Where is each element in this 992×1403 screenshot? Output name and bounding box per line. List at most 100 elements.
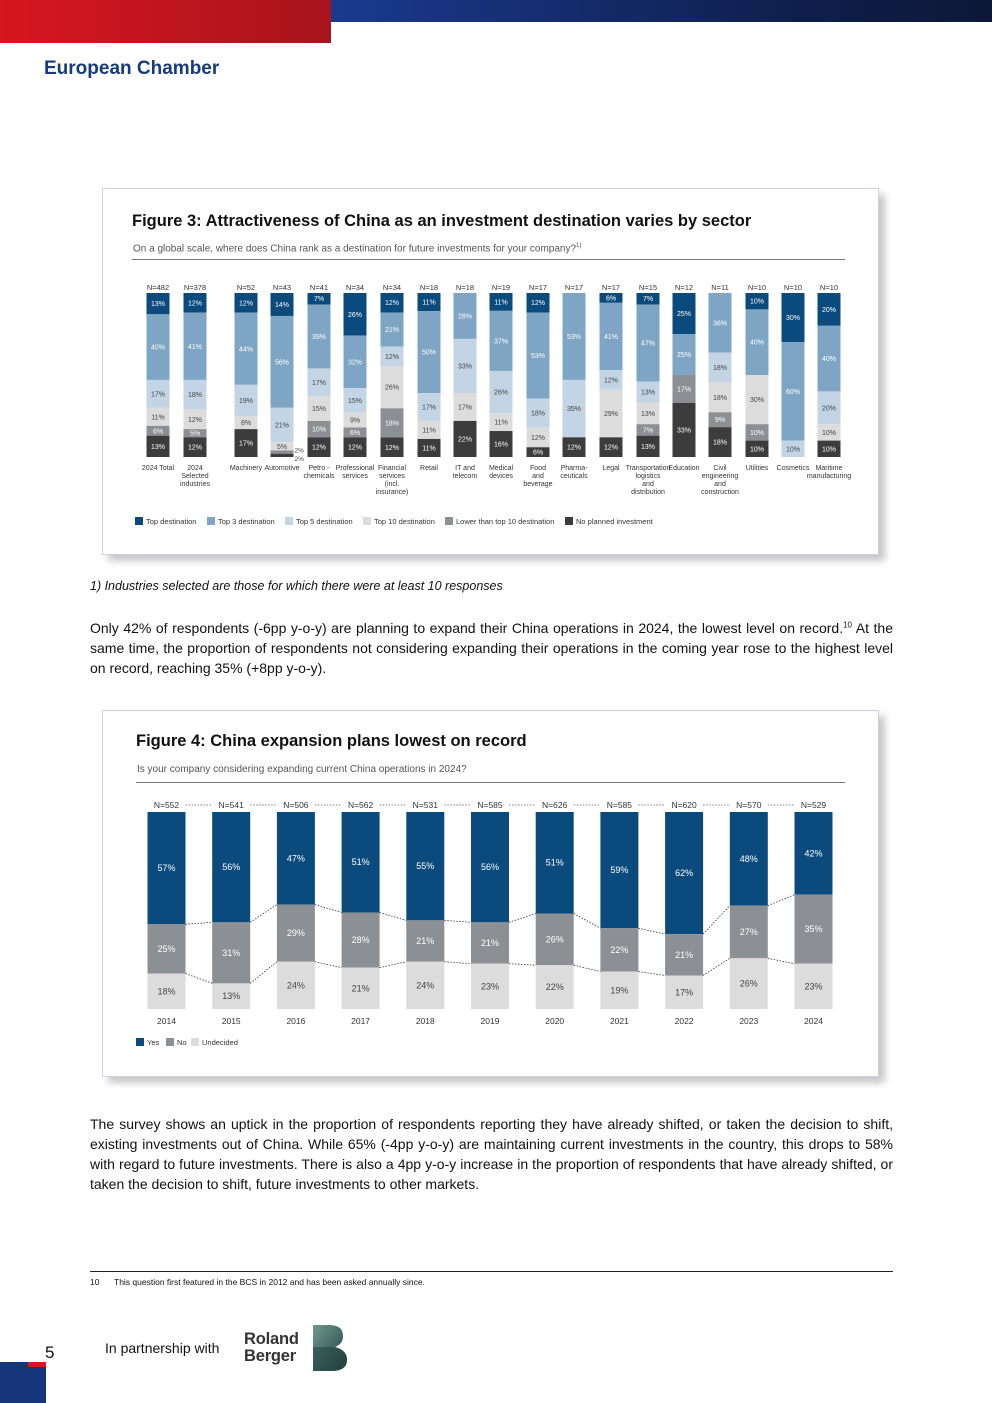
data-label: 5% <box>190 431 200 438</box>
bar-segment <box>343 412 367 428</box>
data-label: 22% <box>458 436 472 443</box>
tick-label: 2022 <box>675 1016 694 1026</box>
tick-label: 2019 <box>481 1016 500 1026</box>
data-label: 6% <box>153 428 163 435</box>
legend-swatch <box>136 1038 144 1046</box>
tick-label: Machinery <box>230 465 263 472</box>
header-red-band <box>0 0 331 43</box>
tick-label: Legal <box>602 465 620 472</box>
partner-name: Roland Berger <box>244 1331 299 1365</box>
bar-segment <box>745 309 769 375</box>
figure-3-rule <box>132 259 845 260</box>
data-label: 51% <box>352 857 370 867</box>
bar-segment <box>526 447 550 457</box>
tick-label: 2014 <box>157 1016 176 1026</box>
bar-segment <box>526 398 550 428</box>
legend-label: Undecided <box>202 1038 238 1047</box>
bar-segment <box>471 812 509 923</box>
data-label: 18% <box>531 411 545 418</box>
data-label: 17% <box>151 391 165 398</box>
tick-label: and <box>642 481 654 488</box>
no-connector-line <box>249 961 278 984</box>
bar-segment <box>276 904 315 962</box>
legend-label: Top 3 destination <box>218 517 275 526</box>
tick-label: 2018 <box>416 1016 435 1026</box>
data-label: 7% <box>643 296 653 303</box>
bar-segment <box>817 391 841 425</box>
data-label: 18% <box>157 986 175 996</box>
legend-label: Top 10 destination <box>374 517 435 526</box>
tick-label: industries <box>180 481 210 488</box>
data-label: 11% <box>422 427 436 434</box>
bar-segment <box>489 370 513 414</box>
n-label: N=529 <box>801 800 827 810</box>
data-label: 37% <box>494 338 508 345</box>
bar-segment <box>489 431 513 457</box>
header-blue-band <box>331 0 992 22</box>
no-connector-line <box>702 957 731 976</box>
data-label: 41% <box>604 334 618 341</box>
data-label: 26% <box>740 979 758 989</box>
bar-segment <box>183 312 207 380</box>
data-label: 35% <box>567 406 581 413</box>
bar-segment <box>636 402 660 425</box>
bar-segment <box>234 416 258 430</box>
data-label: 44% <box>239 346 253 353</box>
data-label: 13% <box>222 991 240 1001</box>
bar-segment <box>781 342 805 441</box>
data-label: 11% <box>494 420 508 427</box>
bar-segment <box>341 967 380 1009</box>
bar-segment <box>453 420 477 457</box>
data-label: 42% <box>804 848 822 858</box>
data-label: 18% <box>713 395 727 402</box>
data-label: 2% <box>295 456 305 463</box>
figure-3-note: 1) Industries selected are those for whi… <box>90 579 503 593</box>
bar-segment <box>307 396 331 421</box>
bar-segment <box>417 420 441 439</box>
data-label: 40% <box>151 345 165 352</box>
bar-segment <box>270 315 294 408</box>
bar-segment <box>147 924 186 974</box>
bar-segment <box>341 812 380 913</box>
data-label: 17% <box>458 404 472 411</box>
data-label: 26% <box>494 390 508 397</box>
bar-segment <box>270 407 294 443</box>
data-label: 55% <box>416 861 434 871</box>
figure-4-chart: 57% 25% 18% N=552 2014 56% 31% 13% N=541 2015 47% 2… <box>136 800 833 1047</box>
n-label: N=531 <box>413 800 439 810</box>
yes-connector-line <box>767 894 795 906</box>
data-label: 18% <box>713 365 727 372</box>
data-label: 13% <box>151 301 165 308</box>
bar-segment <box>183 437 207 457</box>
bar-segment <box>489 413 513 432</box>
bar-segment <box>147 812 186 925</box>
tick-label: engineering <box>702 473 739 480</box>
data-label: 20% <box>822 307 836 314</box>
tick-label: Professional <box>336 465 375 472</box>
bar-segment <box>183 409 207 430</box>
n-label: N=17 <box>565 283 583 292</box>
roland-berger-logo-icon <box>313 1325 347 1371</box>
data-label: 36% <box>713 320 727 327</box>
data-label: 17% <box>677 386 691 393</box>
tick-label: distribution <box>631 489 665 496</box>
bar-segment <box>745 424 769 441</box>
footnote-ref-10[interactable]: 10 <box>843 620 852 630</box>
legend-swatch <box>565 517 573 525</box>
data-label: 12% <box>188 417 202 424</box>
figure-4-title: Figure 4: China expansion plans lowest o… <box>136 732 527 750</box>
bar-segment <box>526 427 550 448</box>
data-label: 57% <box>157 863 175 873</box>
n-label: N=34 <box>346 283 364 292</box>
yes-connector-line <box>314 904 342 913</box>
paragraph-1-text: Only 42% of respondents (-6pp y-o-y) are… <box>90 620 844 636</box>
data-label: 21% <box>275 423 289 430</box>
legend-swatch <box>285 517 293 525</box>
tick-label: telecom <box>453 473 478 480</box>
bar-segment <box>600 812 639 929</box>
bar-segment <box>417 293 441 312</box>
data-label: 21% <box>416 936 434 946</box>
tick-label: construction <box>701 489 739 496</box>
bar-segment <box>636 435 660 457</box>
partner-name-line-1: Roland <box>244 1330 299 1348</box>
